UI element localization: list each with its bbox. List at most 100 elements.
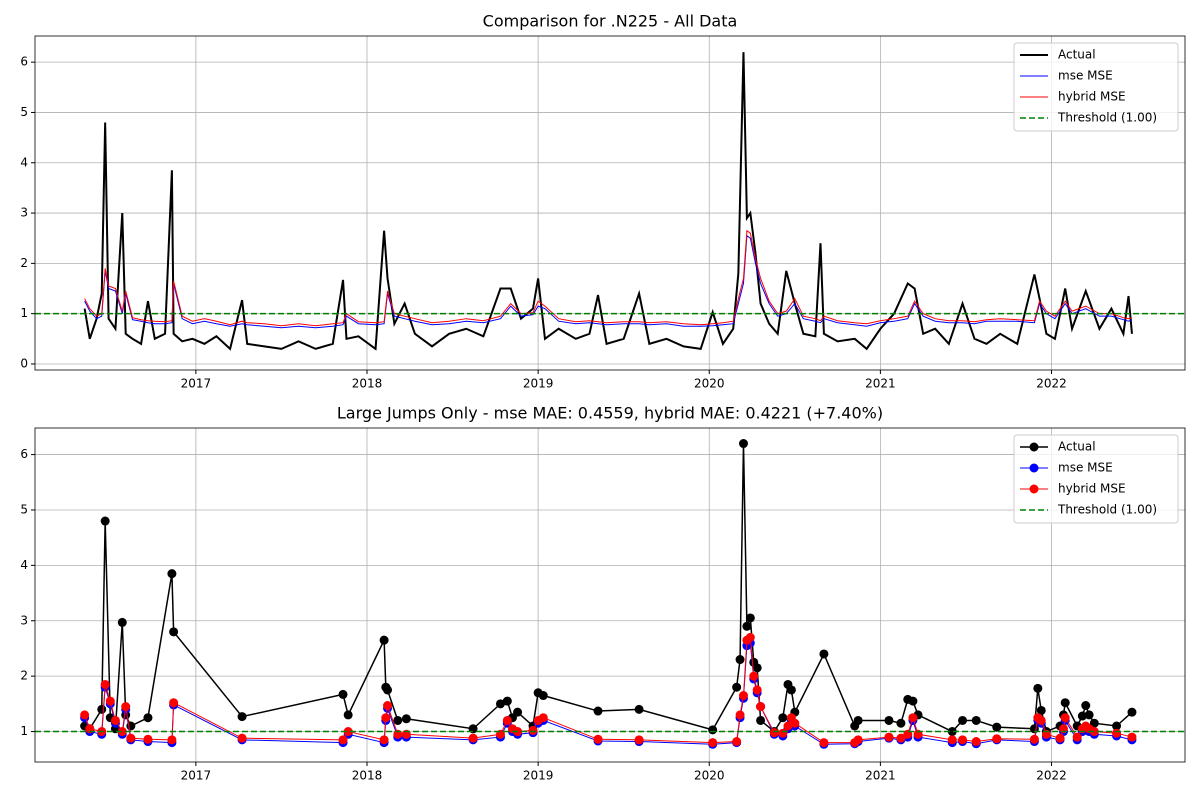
plot-frame <box>34 35 1186 371</box>
marker <box>343 710 353 720</box>
marker <box>958 715 968 725</box>
marker <box>971 715 981 725</box>
marker <box>735 710 745 720</box>
y-tick-label: 3 <box>20 613 28 627</box>
legend-label: hybrid MSE <box>1058 90 1126 104</box>
marker <box>381 713 391 723</box>
legend-label: hybrid MSE <box>1058 482 1126 496</box>
marker <box>117 617 127 627</box>
marker <box>169 698 179 708</box>
legend-label: mse MSE <box>1058 461 1113 475</box>
chart-title: Large Jumps Only - mse MAE: 0.4559, hybr… <box>337 404 883 423</box>
y-tick-label: 4 <box>20 155 28 169</box>
x-tick-label: 2022 <box>1036 769 1067 783</box>
marker <box>634 735 644 745</box>
marker <box>1084 710 1094 720</box>
marker <box>769 728 779 738</box>
marker <box>1127 732 1137 742</box>
marker <box>756 702 766 712</box>
marker <box>1081 701 1091 711</box>
marker <box>745 613 755 623</box>
marker <box>732 682 742 692</box>
legend-marker <box>1029 463 1039 473</box>
subplot: Comparison for .N225 - All Data 2017 2018 2… <box>20 12 1186 391</box>
x-tick-label: 2019 <box>523 769 554 783</box>
marker <box>169 627 179 637</box>
marker <box>790 718 800 728</box>
marker <box>167 735 177 745</box>
marker <box>1036 715 1046 725</box>
marker <box>783 721 793 731</box>
marker <box>495 699 505 709</box>
marker <box>538 713 548 723</box>
marker <box>992 734 1002 744</box>
marker <box>100 679 110 689</box>
marker <box>908 713 918 723</box>
legend-box <box>1013 42 1179 132</box>
marker <box>338 689 348 699</box>
marker <box>383 685 393 695</box>
marker <box>708 725 718 735</box>
marker <box>708 738 718 748</box>
marker <box>97 704 107 714</box>
marker <box>502 696 512 706</box>
marker <box>379 735 389 745</box>
marker <box>745 632 755 642</box>
x-tick-label: 2021 <box>865 377 896 391</box>
marker <box>593 734 603 744</box>
marker <box>896 733 906 743</box>
x-tick-label: 2017 <box>181 377 212 391</box>
marker <box>947 735 957 745</box>
legend-label: Actual <box>1058 48 1096 62</box>
marker <box>80 710 90 720</box>
y-tick-label: 5 <box>20 105 28 119</box>
x-tick-label: 2018 <box>352 769 383 783</box>
chart-title: Comparison for .N225 - All Data <box>483 12 738 31</box>
y-tick-label: 1 <box>20 724 28 738</box>
marker <box>819 738 829 748</box>
y-tick-label: 6 <box>20 55 28 69</box>
marker <box>1072 732 1082 742</box>
marker <box>853 735 863 745</box>
marker <box>958 735 968 745</box>
series-line <box>84 229 1133 327</box>
y-tick-label: 2 <box>20 256 28 270</box>
marker <box>143 734 153 744</box>
x-tick-label: 2020 <box>694 377 725 391</box>
series-line <box>84 636 1133 744</box>
legend-label: mse MSE <box>1058 69 1113 83</box>
marker <box>593 706 603 716</box>
marker <box>1055 733 1065 743</box>
marker <box>343 727 353 737</box>
marker <box>735 655 745 665</box>
marker <box>756 715 766 725</box>
x-tick-label: 2017 <box>181 769 212 783</box>
y-tick-label: 3 <box>20 206 28 220</box>
marker <box>742 621 752 631</box>
series-line <box>84 443 1133 733</box>
marker <box>732 737 742 747</box>
marker <box>502 715 512 725</box>
marker <box>143 713 153 723</box>
y-tick-label: 2 <box>20 669 28 683</box>
marker <box>752 685 762 695</box>
marker <box>1089 727 1099 737</box>
marker <box>401 714 411 724</box>
marker <box>468 733 478 743</box>
y-tick-label: 5 <box>20 502 28 516</box>
x-tick-label: 2022 <box>1036 377 1067 391</box>
marker <box>1112 728 1122 738</box>
marker <box>1060 698 1070 708</box>
legend-box <box>1013 434 1179 524</box>
marker <box>1127 707 1137 717</box>
plot-frame <box>34 427 1186 763</box>
marker <box>752 663 762 673</box>
legend-label: Actual <box>1058 440 1096 454</box>
marker <box>634 704 644 714</box>
legend-marker <box>1029 484 1039 494</box>
marker <box>513 707 523 717</box>
x-tick-label: 2019 <box>523 377 554 391</box>
y-tick-label: 6 <box>20 447 28 461</box>
marker <box>1112 721 1122 731</box>
marker <box>538 691 548 701</box>
